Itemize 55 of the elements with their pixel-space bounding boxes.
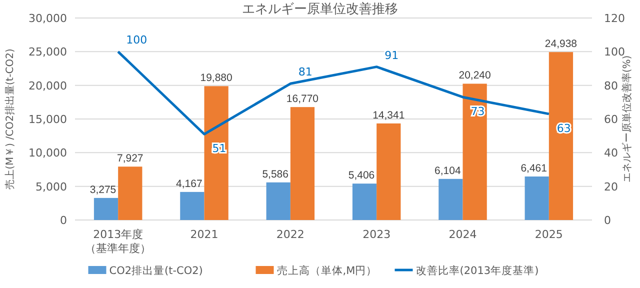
data-label: 81 (298, 66, 312, 79)
data-label: 6,104 (434, 164, 461, 177)
data-label: 19,880 (200, 72, 233, 84)
x-tick-label: 2023 (362, 228, 391, 241)
y-tick-label: 5,000 (36, 180, 67, 194)
y2-tick-label: 0 (604, 214, 611, 227)
data-label: 63 (556, 122, 571, 135)
bar (180, 192, 204, 220)
data-label: 100 (126, 34, 148, 47)
data-label: 51 (212, 142, 226, 156)
legend-label: 売上高（単体,M円） (276, 264, 378, 277)
data-label: 24,938 (544, 38, 578, 50)
data-label: 20,240 (458, 70, 492, 82)
y-axis-title: 売上(M￥) /CO2排出量(t-CO2) (4, 48, 16, 190)
data-label: 73 (470, 105, 485, 118)
bar (118, 166, 142, 220)
y2-tick-label: 60 (604, 113, 618, 126)
data-label: 5,586 (262, 168, 289, 180)
y-tick-label: 0 (60, 214, 67, 227)
y-tick-label: 20,000 (28, 79, 67, 92)
data-label: 16,770 (286, 93, 319, 106)
y2-tick-label: 40 (604, 146, 618, 160)
y-tick-label: 30,000 (28, 12, 67, 25)
chart-title: エネルギー原単位改善推移 (242, 1, 398, 17)
x-tick-label: 2025 (534, 228, 563, 241)
bar (352, 184, 377, 220)
bar (376, 123, 401, 220)
bar (524, 176, 549, 220)
bar (94, 198, 118, 220)
y-tick-label: 25,000 (28, 46, 67, 59)
y2-tick-label: 80 (604, 79, 618, 92)
legend-label: CO2排出量(t-CO2) (109, 264, 203, 277)
x-tick-label: 2021 (190, 228, 218, 241)
x-tick-label: 2022 (276, 228, 304, 241)
line-series (116, 50, 550, 136)
x-tick-label: 2013年度（基準年度） (85, 228, 152, 255)
bar (548, 52, 574, 220)
data-label: 6,461 (520, 162, 548, 174)
y-tick-label: 15,000 (28, 113, 67, 126)
data-label: 7,927 (117, 152, 144, 165)
y-tick-label: 10,000 (28, 146, 67, 160)
bar (204, 86, 228, 220)
data-label: 4,167 (176, 178, 202, 190)
bar (290, 107, 315, 220)
data-label: 14,341 (372, 109, 405, 122)
data-label: 3,275 (90, 184, 116, 196)
bar (462, 84, 487, 220)
legend-label: 改善比率(2013年度基準) (416, 264, 539, 277)
x-tick-label: 2024 (448, 228, 477, 241)
data-label: 5,406 (348, 170, 375, 182)
y2-tick-label: 120 (604, 12, 625, 25)
bar (266, 182, 290, 220)
data-label: 91 (384, 48, 399, 62)
y2-tick-label: 20 (604, 180, 618, 194)
bar (438, 178, 463, 220)
